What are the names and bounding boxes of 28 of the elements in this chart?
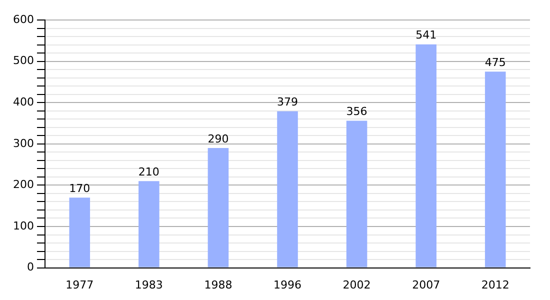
bar [484, 72, 506, 268]
x-tick-label: 1988 [204, 278, 232, 292]
bar [416, 44, 436, 268]
y-tick-label: 0 [26, 260, 34, 274]
data-label: 210 [138, 165, 160, 178]
data-label: 290 [208, 132, 229, 146]
y-tick-label: 100 [12, 219, 34, 232]
y-tick-label: 200 [12, 178, 34, 192]
y-tick-label: 400 [12, 95, 34, 108]
x-tick-label: 2012 [481, 278, 510, 292]
data-label: 356 [346, 105, 368, 118]
x-tick-label: 1996 [274, 278, 302, 292]
bar [69, 198, 90, 268]
data-label: 475 [484, 56, 506, 69]
x-tick-label: 2002 [342, 278, 371, 292]
x-tick-label: 1977 [66, 278, 94, 292]
bar [138, 181, 160, 268]
data-label: 541 [416, 28, 437, 42]
bar [277, 111, 298, 268]
y-tick-label: 300 [12, 136, 34, 150]
data-label: 379 [277, 96, 298, 109]
x-tick-label: 1983 [134, 278, 163, 292]
bar [346, 120, 368, 268]
bar [208, 148, 229, 268]
x-tick-label: 2007 [412, 278, 440, 292]
data-label: 170 [69, 182, 90, 195]
y-tick-label: 600 [12, 12, 34, 26]
y-tick-label: 500 [12, 54, 34, 68]
